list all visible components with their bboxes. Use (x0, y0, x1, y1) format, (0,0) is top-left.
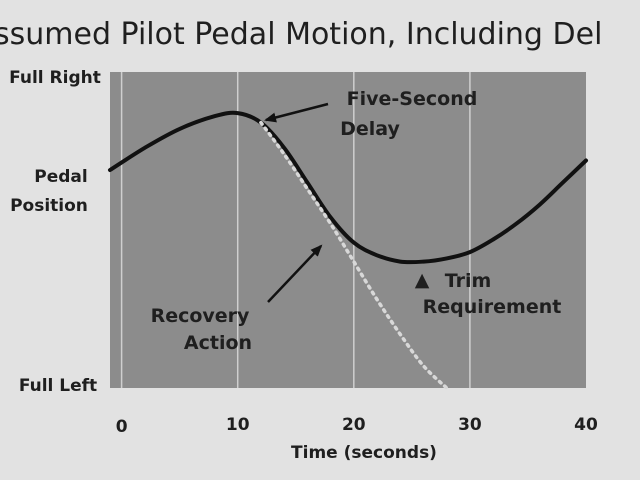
y-axis-label-line-2: Position (10, 196, 88, 216)
series-lines (108, 110, 588, 390)
x-tick-labels: 0 10 20 30 40 (116, 415, 598, 437)
pedal-motion-line (108, 110, 588, 265)
x-tick-label: 20 (342, 415, 366, 435)
annotation-delay-line-1: Five-Second (347, 88, 478, 110)
trim-marker-icon: ▲ (415, 269, 430, 291)
annotation-trim-line-1: Trim (445, 270, 492, 292)
grid-lines (120, 72, 471, 388)
chart-title: ssumed Pilot Pedal Motion, Including Del (0, 17, 602, 52)
x-tick-label: 40 (574, 415, 598, 435)
x-axis-label: Time (seconds) (291, 443, 437, 463)
x-tick-label: 10 (226, 415, 250, 435)
annotation-recovery-line-1: Recovery (151, 305, 250, 327)
recovery-arrow (267, 244, 323, 303)
x-tick-label: 30 (458, 415, 482, 435)
annotation-trim-line-2: Requirement (423, 296, 562, 318)
annotation-recovery-line-2: Action (184, 332, 252, 354)
annotation-delay-line-2: Delay (340, 118, 400, 140)
x-tick-label: 0 (116, 417, 128, 437)
y-axis-label-line-1: Pedal (34, 167, 87, 187)
delay-arrow (264, 102, 329, 123)
recovery-action-dotted-line (259, 120, 449, 390)
y-top-label: Full Right (9, 68, 101, 88)
y-bottom-label: Full Left (19, 376, 97, 396)
